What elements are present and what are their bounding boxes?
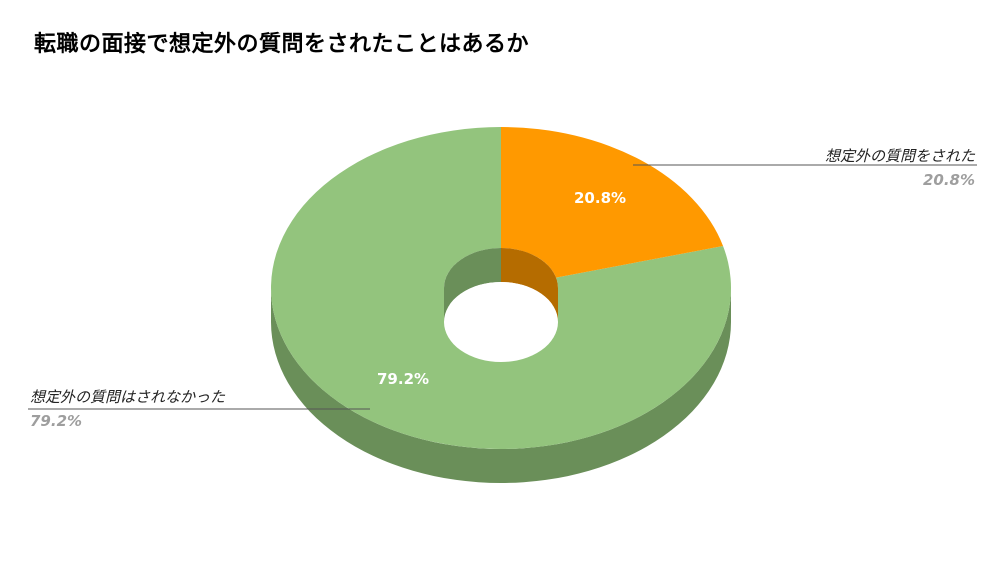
hole-wall-not-asked	[444, 248, 501, 322]
chart-title: 転職の面接で想定外の質問をされたことはあるか	[34, 32, 530, 57]
hole-bottom	[444, 282, 558, 362]
slice-label-asked: 20.8%	[574, 189, 627, 207]
hole-wall-asked	[501, 248, 558, 322]
legend-value-not-asked: 79.2%	[30, 412, 83, 430]
slice-label-not-asked: 79.2%	[377, 370, 430, 388]
slice-side-not-asked	[271, 288, 731, 483]
slice-not-asked[interactable]	[271, 127, 732, 450]
legend-value-asked: 20.8%	[922, 171, 975, 189]
legend-label-asked: 想定外の質問をされた	[824, 147, 975, 165]
slice-asked[interactable]	[501, 126, 724, 278]
legend-label-not-asked: 想定外の質問はされなかった	[30, 388, 226, 406]
